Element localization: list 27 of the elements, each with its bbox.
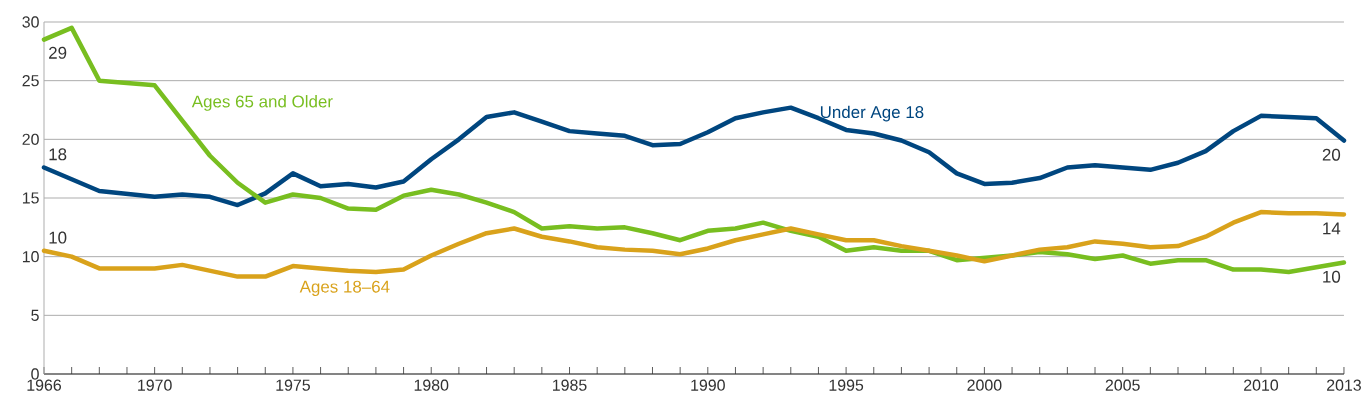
series-label: Ages 65 and Older — [191, 95, 333, 111]
x-tick-label: 1970 — [138, 379, 172, 391]
data-label: 18 — [49, 148, 67, 161]
y-tick-label: 25 — [22, 75, 39, 87]
x-tick-label: 1995 — [829, 379, 864, 391]
x-tick-label: 1985 — [553, 379, 587, 391]
x-tick-label: 1980 — [414, 379, 449, 391]
data-label: 10 — [1323, 270, 1341, 283]
x-tick-label: 2013 — [1327, 379, 1361, 391]
series-label: Ages 18–64 — [299, 280, 390, 297]
x-tick-label: 1975 — [276, 379, 310, 391]
y-tick-label: 0 — [31, 368, 39, 380]
data-label: 29 — [49, 46, 67, 59]
x-tick-label: 1990 — [691, 379, 725, 391]
x-tick-label: 2000 — [967, 379, 1002, 391]
data-label: 10 — [49, 231, 67, 244]
y-tick-label: 10 — [22, 251, 39, 263]
x-tick-label: 1966 — [27, 379, 62, 391]
y-tick-label: 15 — [22, 192, 39, 204]
series-label: Under Age 18 — [820, 105, 924, 122]
x-tick-label: 2010 — [1244, 379, 1279, 391]
y-tick-label: 30 — [22, 16, 39, 28]
y-tick-label: 20 — [22, 133, 39, 145]
data-label: 20 — [1322, 148, 1341, 161]
data-label: 14 — [1323, 222, 1341, 235]
x-tick-label: 2005 — [1105, 379, 1140, 391]
y-tick-label: 5 — [31, 309, 39, 321]
